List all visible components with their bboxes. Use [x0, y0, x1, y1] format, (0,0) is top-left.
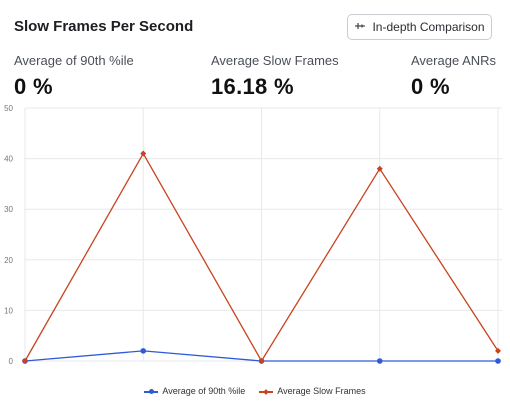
metric-label: Average of 90th %ile	[14, 53, 134, 68]
legend-label: Average of 90th %ile	[162, 386, 246, 396]
in-depth-comparison-button[interactable]: In-depth Comparison	[347, 14, 492, 40]
y-tick-label: 10	[4, 306, 13, 315]
legend-item-slow-frames[interactable]: Average Slow Frames	[259, 386, 366, 396]
data-point-series-2	[140, 150, 147, 157]
line-chart: 0 10 20 30 40 50	[4, 104, 502, 366]
circle-marker-icon	[144, 387, 159, 395]
data-point-series-2	[495, 347, 501, 354]
data-point-series-1	[495, 358, 501, 364]
data-point-series-2	[376, 165, 383, 172]
compare-icon	[354, 20, 366, 35]
data-point-series-2	[22, 358, 28, 364]
data-point-series-1	[376, 358, 383, 364]
card-title: Slow Frames Per Second	[14, 18, 194, 35]
legend-item-90th-percentile[interactable]: Average of 90th %ile	[144, 386, 245, 396]
diamond-marker-icon	[259, 387, 274, 395]
chart-legend: Average of 90th %ile Average Slow Frames	[0, 386, 510, 396]
metric-average-anrs: Average ANRs 0 %	[411, 53, 496, 100]
metric-value: 16.18 %	[211, 74, 294, 99]
data-point-series-1	[140, 348, 147, 354]
in-depth-comparison-label: In-depth Comparison	[372, 20, 485, 34]
metric-label: Average ANRs	[411, 53, 497, 68]
metric-value: 0 %	[411, 74, 450, 99]
metric-average-slow-frames: Average Slow Frames 16.18 %	[211, 53, 339, 100]
legend-label: Average Slow Frames	[277, 386, 366, 396]
y-tick-label: 30	[4, 205, 13, 214]
data-point-series-2	[258, 358, 265, 364]
y-tick-label: 0	[9, 357, 14, 366]
y-tick-label: 50	[4, 104, 13, 113]
y-tick-label: 40	[4, 155, 13, 164]
y-tick-label: 20	[4, 256, 13, 265]
metric-label: Average Slow Frames	[211, 53, 339, 68]
metric-90th-percentile: Average of 90th %ile 0 %	[14, 53, 134, 100]
metric-value: 0 %	[14, 74, 53, 99]
